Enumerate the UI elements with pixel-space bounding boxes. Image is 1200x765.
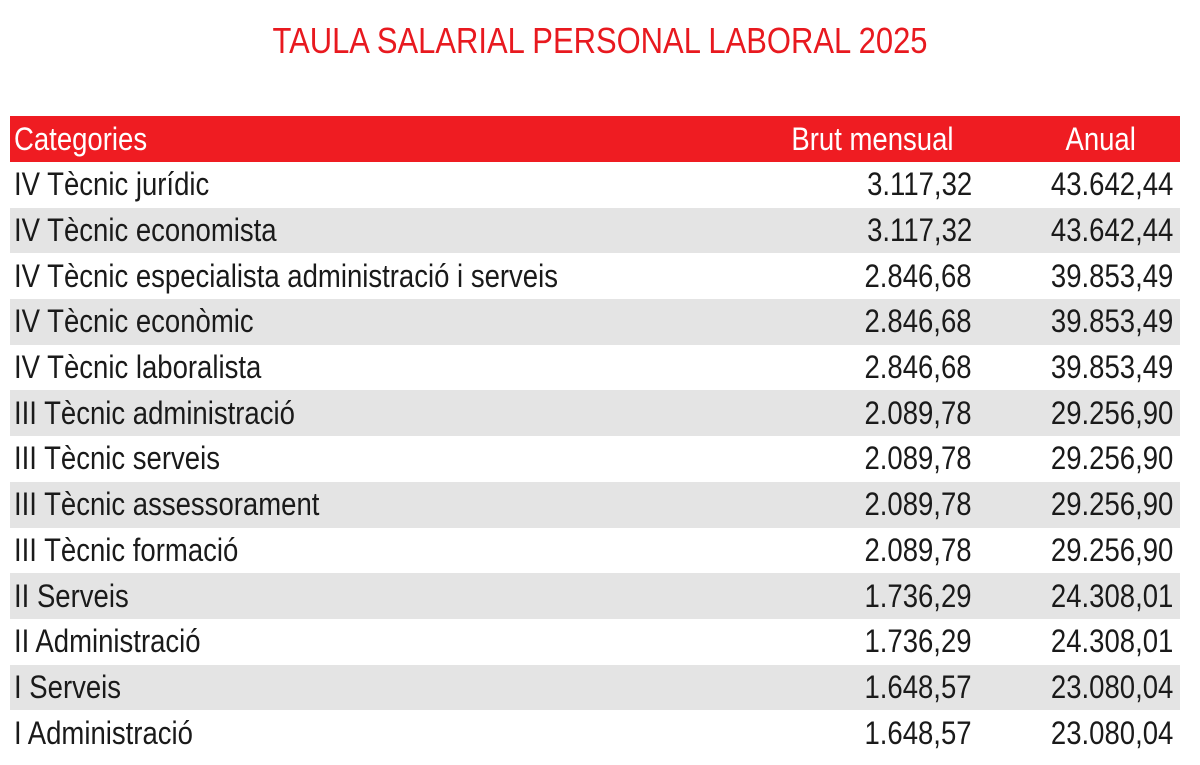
monthly-cell: 3.117,32 xyxy=(866,166,972,203)
category-cell: III Tècnic assessorament xyxy=(14,486,320,523)
category-cell: II Administració xyxy=(14,623,201,660)
table-row: I Serveis 1.648,57 23.080,04 xyxy=(10,664,1180,711)
monthly-cell: 1.736,29 xyxy=(864,577,972,614)
annual-cell: 24.308,01 xyxy=(1050,623,1173,660)
annual-cell: 39.853,49 xyxy=(1050,303,1173,340)
category-cell: IV Tècnic jurídic xyxy=(14,166,210,203)
table-header-row: Categories Brut mensual Anual xyxy=(10,116,1180,162)
table-row: IV Tècnic economista 3.117,32 43.642,44 xyxy=(10,207,1180,254)
annual-cell: 39.853,49 xyxy=(1050,349,1173,386)
table-row: III Tècnic formació 2.089,78 29.256,90 xyxy=(10,528,1180,574)
category-cell: III Tècnic formació xyxy=(14,531,239,568)
monthly-cell: 1.648,57 xyxy=(864,668,972,705)
category-cell: III Tècnic administració xyxy=(14,394,295,431)
header-categories: Categories xyxy=(14,120,148,157)
monthly-cell: 3.117,32 xyxy=(866,212,972,249)
header-monthly: Brut mensual xyxy=(791,120,954,157)
monthly-cell: 2.846,68 xyxy=(864,349,972,386)
annual-cell: 39.853,49 xyxy=(1050,257,1173,294)
annual-cell: 29.256,90 xyxy=(1050,531,1173,568)
table-row: IV Tècnic econòmic 2.846,68 39.853,49 xyxy=(10,299,1180,345)
monthly-cell: 2.089,78 xyxy=(864,394,972,431)
table-row: II Serveis 1.736,29 24.308,01 xyxy=(10,573,1180,619)
salary-table: Categories Brut mensual Anual IV Tècnic … xyxy=(10,116,1180,756)
annual-cell: 23.080,04 xyxy=(1050,668,1173,705)
monthly-cell: 1.648,57 xyxy=(864,714,972,751)
category-cell: I Administració xyxy=(14,714,193,751)
category-cell: IV Tècnic especialista administració i s… xyxy=(14,257,558,294)
monthly-cell: 2.846,68 xyxy=(864,257,972,294)
category-cell: IV Tècnic laboralista xyxy=(14,349,262,386)
annual-cell: 29.256,90 xyxy=(1050,440,1173,477)
annual-cell: 23.080,04 xyxy=(1050,714,1173,751)
annual-cell: 43.642,44 xyxy=(1050,212,1173,249)
monthly-cell: 2.089,78 xyxy=(864,531,972,568)
category-cell: III Tècnic serveis xyxy=(14,440,220,477)
monthly-cell: 2.089,78 xyxy=(864,486,972,523)
monthly-cell: 2.846,68 xyxy=(864,303,972,340)
annual-cell: 29.256,90 xyxy=(1050,486,1173,523)
monthly-cell: 1.736,29 xyxy=(864,623,972,660)
header-annual: Anual xyxy=(1065,120,1136,157)
category-cell: II Serveis xyxy=(14,577,129,614)
table-row: III Tècnic serveis 2.089,78 29.256,90 xyxy=(10,436,1180,482)
annual-cell: 24.308,01 xyxy=(1050,577,1173,614)
table-row: IV Tècnic especialista administració i s… xyxy=(10,253,1180,299)
page-title: TAULA SALARIAL PERSONAL LABORAL 2025 xyxy=(272,20,928,61)
monthly-cell: 2.089,78 xyxy=(864,440,972,477)
category-cell: IV Tècnic econòmic xyxy=(14,303,254,340)
category-cell: I Serveis xyxy=(14,668,122,705)
table-row: I Administració 1.648,57 23.080,04 xyxy=(10,710,1180,756)
table-row: III Tècnic assessorament 2.089,78 29.256… xyxy=(10,481,1180,528)
table-row: IV Tècnic jurídic 3.117,32 43.642,44 xyxy=(10,162,1180,208)
table-row: III Tècnic administració 2.089,78 29.256… xyxy=(10,390,1180,437)
annual-cell: 43.642,44 xyxy=(1050,166,1173,203)
annual-cell: 29.256,90 xyxy=(1050,394,1173,431)
category-cell: IV Tècnic economista xyxy=(14,212,277,249)
table-row: IV Tècnic laboralista 2.846,68 39.853,49 xyxy=(10,345,1180,391)
table-row: II Administració 1.736,29 24.308,01 xyxy=(10,619,1180,665)
